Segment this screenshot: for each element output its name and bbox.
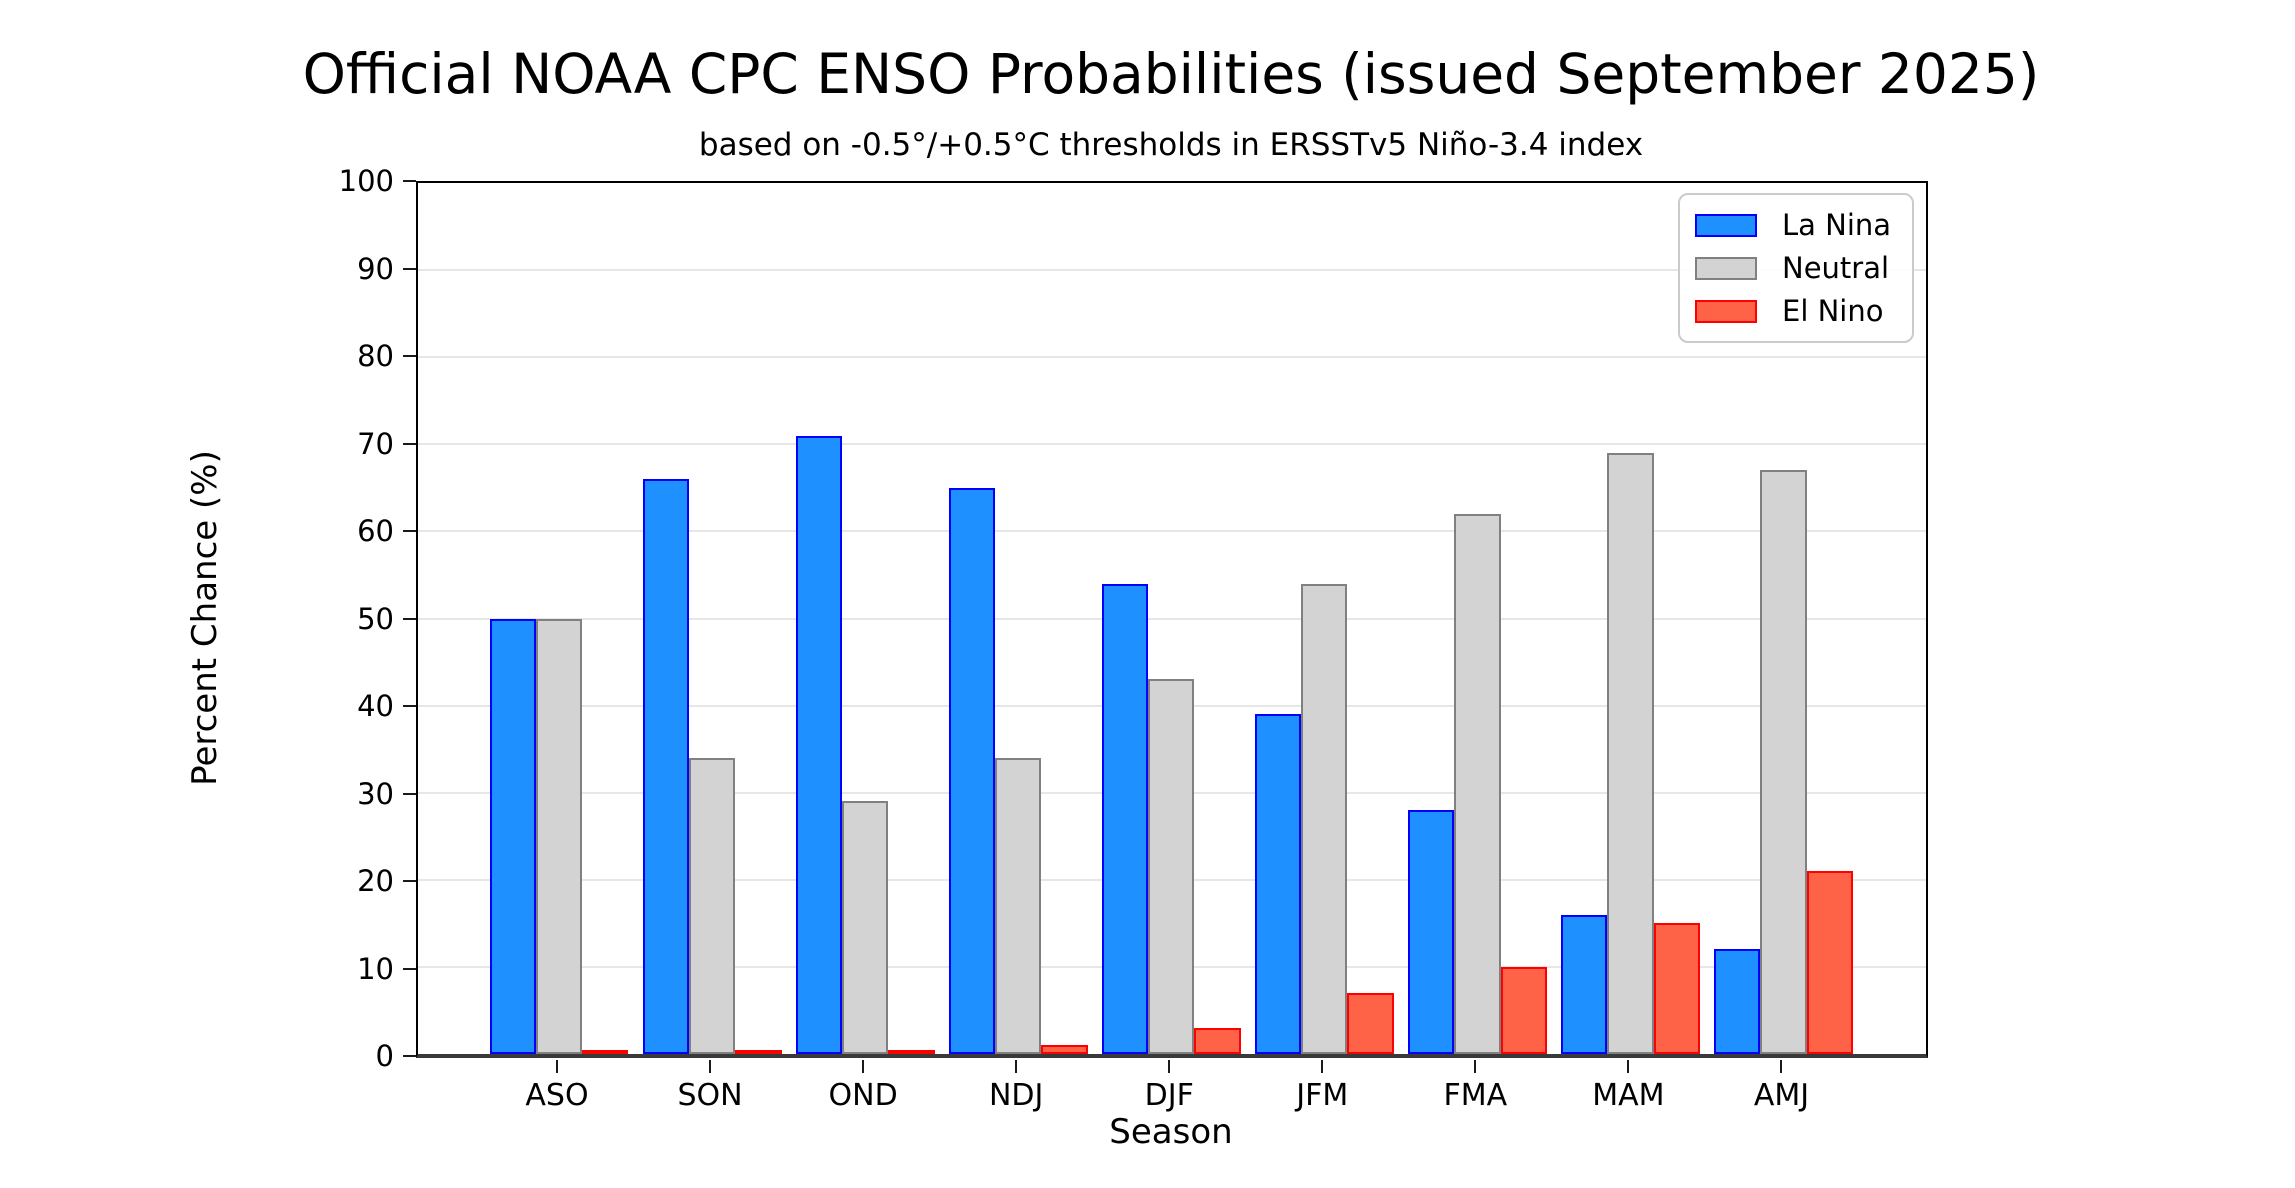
legend-row-el-nino: El Nino <box>1695 294 1906 328</box>
y-tick-label-70: 70 <box>357 426 394 461</box>
gridline-70 <box>418 443 1926 446</box>
x-tick-mark-SON <box>709 1060 712 1073</box>
gridline-80 <box>418 356 1926 359</box>
x-tick-mark-FMA <box>1474 1060 1477 1073</box>
y-tick-label-30: 30 <box>357 776 394 811</box>
chart-title: Official NOAA CPC ENSO Probabilities (is… <box>302 42 2040 106</box>
x-tick-label-MAM: MAM <box>1592 1078 1665 1113</box>
chart-subtitle: based on -0.5°/+0.5°C thresholds in ERSS… <box>698 127 1644 163</box>
legend-swatch-el-nino <box>1695 299 1757 323</box>
bar-el-nino-NDJ <box>1041 1045 1088 1054</box>
bar-la-nina-FMA <box>1407 810 1455 1054</box>
bar-group-FMA <box>1407 183 1547 1054</box>
bar-el-nino-OND <box>888 1050 935 1054</box>
bar-group-AMJ <box>1713 183 1853 1054</box>
x-tick-label-AMJ: AMJ <box>1753 1078 1810 1113</box>
bar-neutral-FMA <box>1454 513 1501 1054</box>
bar-neutral-JFM <box>1301 583 1348 1054</box>
x-tick-label-DJF: DJF <box>1144 1078 1194 1113</box>
x-tick-label-FMA: FMA <box>1443 1078 1508 1113</box>
y-tick-mark-10 <box>403 967 416 970</box>
y-tick-mark-60 <box>403 530 416 532</box>
bar-group-OND <box>795 183 935 1054</box>
y-tick-mark-70 <box>403 442 416 445</box>
bar-neutral-DJF <box>1148 679 1195 1054</box>
y-tick-mark-40 <box>403 705 416 707</box>
bar-neutral-OND <box>841 801 889 1054</box>
plot-area <box>416 181 1928 1058</box>
y-tick-label-20: 20 <box>357 864 394 898</box>
y-tick-label-10: 10 <box>357 951 394 986</box>
legend-row-neutral: Neutral <box>1695 251 1906 285</box>
bar-la-nina-MAM <box>1560 914 1608 1054</box>
y-tick-mark-30 <box>403 792 416 795</box>
gridline-90 <box>418 269 1926 272</box>
bar-neutral-AMJ <box>1760 470 1807 1054</box>
bar-group-SON <box>642 183 782 1054</box>
x-axis-label: Season <box>1109 1112 1233 1152</box>
bar-el-nino-AMJ <box>1806 871 1853 1054</box>
bar-la-nina-ASO <box>489 618 536 1054</box>
bar-group-NDJ <box>948 183 1088 1054</box>
bar-la-nina-JFM <box>1254 714 1302 1054</box>
y-tick-label-60: 60 <box>357 514 394 548</box>
y-tick-mark-20 <box>403 880 416 882</box>
y-tick-label-80: 80 <box>357 339 394 373</box>
bar-neutral-NDJ <box>995 757 1042 1054</box>
bar-group-JFM <box>1254 183 1394 1054</box>
legend: La Nina Neutral El Nino <box>1678 193 1914 343</box>
bar-la-nina-NDJ <box>948 487 995 1054</box>
x-tick-label-OND: OND <box>828 1078 898 1113</box>
x-tick-mark-JFM <box>1321 1060 1324 1073</box>
bar-neutral-ASO <box>535 618 583 1054</box>
bar-la-nina-OND <box>795 435 842 1054</box>
x-tick-label-JFM: JFM <box>1296 1078 1349 1113</box>
bar-la-nina-AMJ <box>1713 949 1761 1054</box>
y-tick-mark-90 <box>403 267 416 270</box>
legend-label: La Nina <box>1782 208 1892 242</box>
legend-label: El Nino <box>1782 294 1884 328</box>
y-tick-label-40: 40 <box>357 689 394 723</box>
bar-el-nino-ASO <box>582 1050 629 1054</box>
gridline-60 <box>418 530 1926 533</box>
y-tick-mark-100 <box>403 180 416 182</box>
gridline-50 <box>418 617 1926 620</box>
legend-swatch-la-nina <box>1695 213 1757 237</box>
bar-el-nino-FMA <box>1500 966 1547 1054</box>
bar-la-nina-SON <box>642 479 689 1054</box>
legend-row-la-nina: La Nina <box>1695 208 1906 242</box>
x-tick-mark-AMJ <box>1780 1060 1783 1073</box>
y-tick-mark-0 <box>403 1055 416 1057</box>
x-tick-label-ASO: ASO <box>525 1078 589 1113</box>
bar-group-DJF <box>1101 183 1241 1054</box>
x-tick-mark-MAM <box>1627 1060 1630 1073</box>
x-tick-label-NDJ: NDJ <box>988 1078 1044 1113</box>
x-tick-mark-NDJ <box>1015 1060 1018 1073</box>
x-tick-mark-OND <box>862 1060 865 1073</box>
y-tick-label-0: 0 <box>375 1039 394 1073</box>
legend-swatch-neutral <box>1695 256 1757 280</box>
y-tick-label-90: 90 <box>357 251 394 286</box>
y-tick-label-50: 50 <box>357 601 394 636</box>
y-tick-mark-80 <box>403 355 416 357</box>
bar-group-MAM <box>1560 183 1700 1054</box>
bar-el-nino-MAM <box>1653 923 1700 1054</box>
bar-neutral-MAM <box>1607 453 1654 1054</box>
x-tick-label-SON: SON <box>677 1078 743 1113</box>
bar-group-ASO <box>489 183 629 1054</box>
bar-la-nina-DJF <box>1101 583 1149 1054</box>
x-tick-mark-ASO <box>556 1060 558 1073</box>
bar-neutral-SON <box>688 757 736 1054</box>
bar-el-nino-SON <box>735 1050 782 1054</box>
y-tick-mark-50 <box>403 617 416 620</box>
x-tick-mark-DJF <box>1168 1060 1171 1073</box>
legend-label: Neutral <box>1782 251 1890 285</box>
y-tick-label-100: 100 <box>338 164 394 198</box>
bar-el-nino-JFM <box>1347 993 1394 1054</box>
bar-el-nino-DJF <box>1194 1027 1241 1054</box>
